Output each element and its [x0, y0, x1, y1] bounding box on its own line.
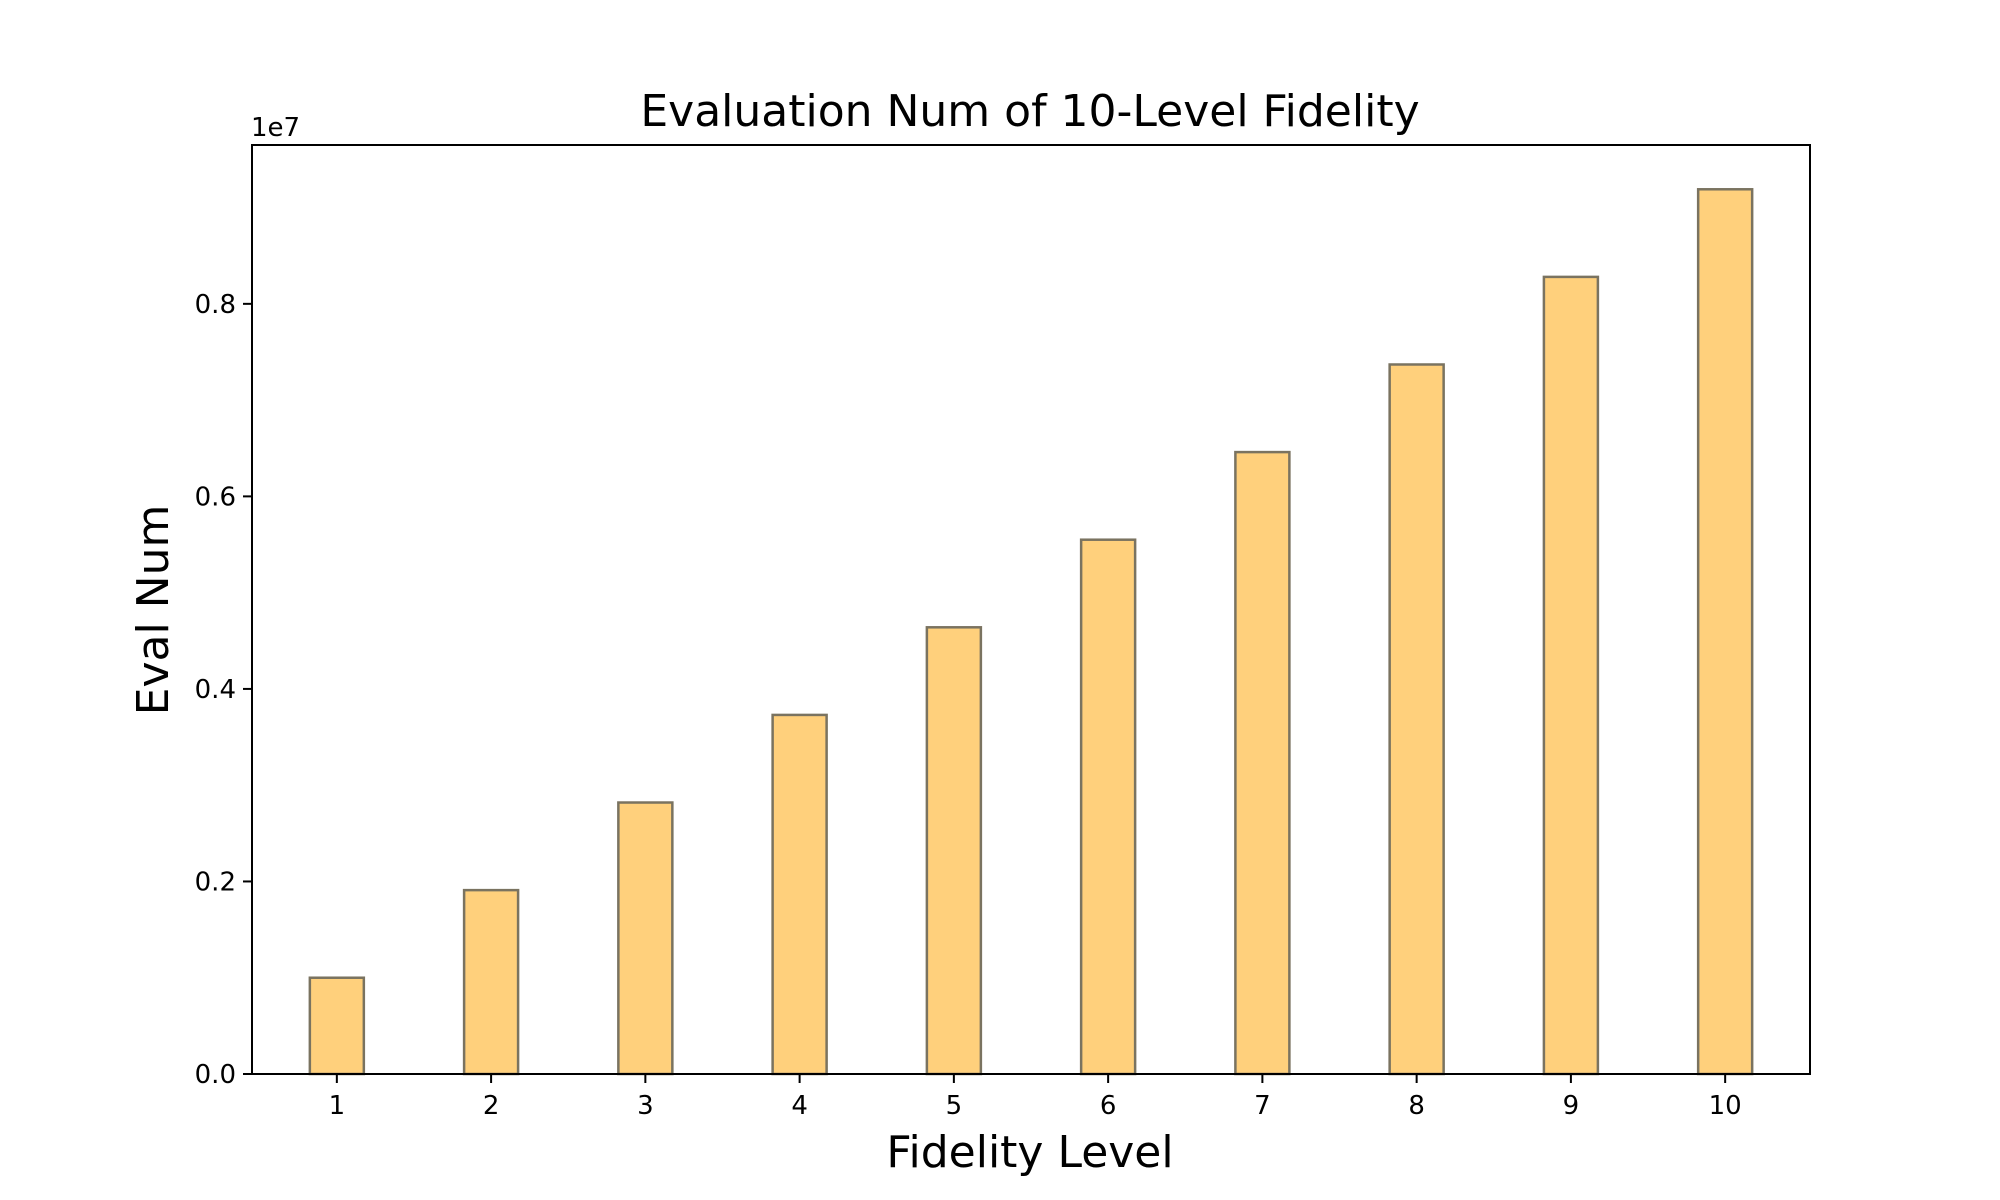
- x-tick-label: 7: [1254, 1091, 1271, 1121]
- y-axis-label: Eval Num: [128, 505, 179, 716]
- x-axis-label: Fidelity Level: [886, 1127, 1173, 1178]
- bar-5: [925, 626, 983, 1076]
- bar-7: [1234, 450, 1291, 1076]
- bars-group: [308, 188, 1754, 1076]
- y-tick-label: 0.2: [195, 867, 236, 897]
- bar-10: [1696, 188, 1754, 1076]
- bar-4: [771, 713, 828, 1076]
- y-axis-offset-label: 1e7: [251, 113, 300, 143]
- bar-9: [1542, 275, 1600, 1076]
- y-axis-ticks: 0.0 0.2 0.4 0.6 0.8: [195, 290, 252, 1090]
- x-tick-label: 3: [637, 1091, 654, 1121]
- bar-8: [1388, 363, 1445, 1076]
- x-axis-ticks: 1 2 3 4 5 6 7 8 9 10: [329, 1074, 1742, 1121]
- x-tick-label: 6: [1100, 1091, 1117, 1121]
- x-tick-label: 2: [483, 1091, 500, 1121]
- x-tick-label: 5: [946, 1091, 963, 1121]
- y-tick-label: 0.0: [195, 1060, 236, 1090]
- bar-3: [617, 801, 674, 1076]
- x-tick-label: 4: [791, 1091, 808, 1121]
- plot-frame: [251, 144, 1811, 1075]
- x-tick-label: 10: [1709, 1091, 1742, 1121]
- x-tick-label: 8: [1408, 1091, 1425, 1121]
- bar-2: [462, 888, 520, 1076]
- bar-1: [308, 976, 366, 1076]
- bar-6: [1079, 538, 1137, 1076]
- y-tick-label: 0.8: [195, 290, 236, 320]
- chart-title: Evaluation Num of 10-Level Fidelity: [640, 86, 1419, 137]
- y-tick-label: 0.4: [195, 675, 236, 705]
- y-tick-label: 0.6: [195, 482, 236, 512]
- x-tick-label: 9: [1563, 1091, 1580, 1121]
- x-tick-label: 1: [329, 1091, 346, 1121]
